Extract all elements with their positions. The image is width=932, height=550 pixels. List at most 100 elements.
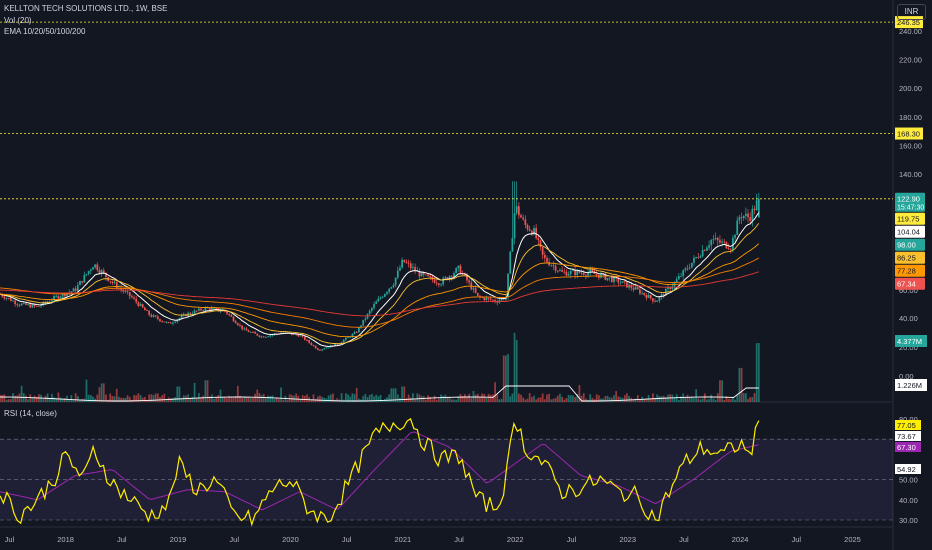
candle bbox=[619, 282, 622, 284]
price-tick-label: 140.00 bbox=[899, 170, 922, 179]
volume-bar bbox=[476, 393, 479, 402]
volume-bar bbox=[628, 395, 630, 402]
candle bbox=[675, 279, 678, 283]
rsi-tick-label: 40.00 bbox=[899, 496, 918, 505]
volume-bar bbox=[76, 396, 79, 402]
volume-bar bbox=[316, 396, 319, 402]
candle bbox=[442, 278, 445, 285]
ema-legend[interactable]: EMA 10/20/50/100/200 bbox=[4, 27, 86, 36]
volume-bar bbox=[414, 399, 416, 402]
candle bbox=[345, 337, 347, 340]
candle bbox=[662, 294, 665, 296]
volume-bar bbox=[210, 394, 213, 402]
rsi-label-bg bbox=[895, 442, 921, 452]
volume-bar bbox=[647, 395, 650, 402]
volume-bar bbox=[165, 399, 168, 402]
candle bbox=[392, 285, 395, 288]
volume-bar bbox=[658, 396, 661, 402]
volume-bar bbox=[265, 397, 267, 402]
candle bbox=[610, 277, 613, 282]
candle bbox=[727, 248, 730, 250]
volume-bar bbox=[455, 399, 458, 402]
candle bbox=[394, 277, 397, 286]
candle bbox=[535, 227, 538, 239]
candle bbox=[448, 276, 451, 280]
candle bbox=[427, 274, 429, 277]
volume-bar bbox=[511, 393, 514, 402]
volume-bar bbox=[714, 399, 717, 402]
candle bbox=[128, 291, 131, 297]
candle bbox=[388, 288, 391, 292]
candle bbox=[608, 277, 611, 279]
volume-bar bbox=[695, 389, 698, 402]
volume-bar bbox=[226, 398, 228, 402]
volume-bar bbox=[470, 398, 473, 402]
volume-bar bbox=[249, 398, 252, 402]
candle bbox=[308, 340, 311, 343]
volume-bar bbox=[444, 394, 447, 402]
candle bbox=[293, 333, 295, 335]
candle bbox=[280, 332, 282, 334]
rsi-legend[interactable]: RSI (14, close) bbox=[4, 409, 57, 418]
volume-bar bbox=[282, 399, 285, 402]
volume-bar bbox=[708, 399, 710, 402]
volume-bar bbox=[96, 394, 99, 402]
ema-line-20 bbox=[0, 223, 760, 345]
candle bbox=[742, 215, 745, 219]
candle bbox=[522, 217, 525, 220]
candle bbox=[621, 281, 624, 283]
volume-bar bbox=[42, 399, 45, 402]
volume-bar bbox=[520, 394, 522, 402]
candle bbox=[667, 287, 669, 289]
volume-bar bbox=[483, 393, 486, 402]
candle bbox=[20, 303, 23, 306]
candle bbox=[749, 217, 752, 221]
symbol-legend[interactable]: KELLTON TECH SOLUTIONS LTD., 1W, BSE bbox=[4, 4, 168, 13]
candle bbox=[310, 342, 313, 345]
volume-bar bbox=[749, 397, 752, 402]
candle bbox=[284, 332, 287, 334]
volume-bar bbox=[418, 394, 421, 402]
candle bbox=[703, 249, 706, 251]
volume-bar bbox=[580, 395, 583, 402]
candle bbox=[548, 261, 551, 266]
volume-bar bbox=[278, 399, 280, 402]
volume-bar bbox=[161, 395, 164, 402]
candle bbox=[513, 213, 516, 239]
volume-bar bbox=[345, 393, 347, 402]
volume-bar bbox=[727, 398, 730, 402]
volume-bar bbox=[468, 393, 471, 402]
volume-bar bbox=[703, 393, 706, 402]
candle bbox=[226, 311, 228, 314]
candle bbox=[543, 254, 546, 258]
candle bbox=[72, 288, 75, 292]
rsi-label: 73.67 bbox=[897, 432, 916, 441]
volume-bar bbox=[111, 395, 114, 402]
volume-legend[interactable]: Vol (20) bbox=[4, 16, 32, 25]
price-tick-label: 160.00 bbox=[899, 141, 922, 150]
candle bbox=[701, 249, 704, 257]
volume-bar bbox=[675, 394, 678, 402]
volume-bar bbox=[319, 395, 321, 402]
candle bbox=[682, 270, 685, 276]
candle bbox=[172, 322, 174, 324]
volume-bar bbox=[517, 393, 520, 402]
candle bbox=[27, 304, 29, 306]
candle bbox=[319, 349, 321, 351]
volume-bar bbox=[85, 379, 88, 402]
candle bbox=[22, 302, 25, 304]
volume-bar bbox=[578, 385, 581, 402]
candle bbox=[94, 264, 96, 268]
candle bbox=[487, 297, 490, 299]
candle bbox=[736, 220, 739, 235]
rsi-ma-line bbox=[0, 431, 759, 511]
currency-button[interactable]: INR bbox=[897, 4, 926, 20]
candle bbox=[353, 332, 356, 335]
volume-bar bbox=[453, 399, 455, 402]
candle bbox=[25, 302, 27, 305]
candle bbox=[658, 296, 661, 301]
volume-bar bbox=[74, 393, 77, 402]
volume-bar bbox=[665, 397, 667, 402]
rsi-line bbox=[0, 417, 760, 527]
